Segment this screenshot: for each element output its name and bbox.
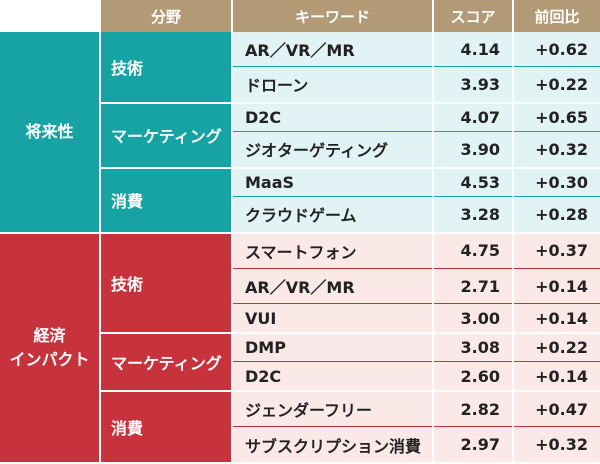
keyword-cell: DMP bbox=[231, 332, 433, 363]
header-cell: 前回比 bbox=[512, 0, 600, 32]
group-label: インパクト bbox=[9, 349, 90, 369]
data-row: マーケティング DMP 3.08 +0.22 bbox=[0, 332, 600, 392]
data-row: AR／VR／MR 2.71 +0.14 bbox=[0, 268, 600, 305]
data-row: VUI 3.00 +0.14 bbox=[0, 303, 600, 334]
keyword-cell: ジェンダーフリー bbox=[231, 390, 433, 428]
data-row: 消費 MaaS 4.53 +0.30 bbox=[0, 167, 600, 234]
keyword-cell: MaaS bbox=[231, 167, 433, 198]
change-cell: +0.22 bbox=[512, 66, 600, 104]
change-cell: +0.22 bbox=[512, 332, 600, 363]
change-cell: +0.14 bbox=[512, 303, 600, 334]
change-cell: +0.65 bbox=[512, 102, 600, 133]
data-row: D2C 2.60 +0.14 bbox=[0, 361, 600, 392]
change-cell: +0.14 bbox=[512, 268, 600, 305]
score-cell: 3.08 bbox=[432, 332, 513, 363]
header-blank bbox=[0, 0, 100, 32]
category-cell: マーケティング bbox=[99, 102, 232, 169]
data-row: 将来性 技術 AR／VR／MR 4.14 +0.62 bbox=[0, 32, 600, 234]
change-cell: +0.47 bbox=[512, 390, 600, 428]
category-cell: 技術 bbox=[99, 232, 232, 334]
data-row: 経済インパクト 技術 スマートフォン 4.75 +0.37 bbox=[0, 232, 600, 464]
score-cell: 3.28 bbox=[432, 196, 513, 234]
group-cell: 経済 インパクト bbox=[0, 232, 100, 464]
category-cell: 技術 bbox=[99, 32, 232, 104]
keyword-cell: D2C bbox=[231, 102, 433, 133]
keyword-cell: クラウドゲーム bbox=[231, 196, 433, 234]
keyword-cell: D2C bbox=[231, 361, 433, 392]
score-cell: 4.75 bbox=[432, 232, 513, 270]
data-row: マーケティング D2C 4.07 +0.65 bbox=[0, 102, 600, 169]
group-label: 将来性 bbox=[25, 121, 74, 141]
data-row: 消費 ジェンダーフリー 2.82 +0.47 bbox=[0, 390, 600, 464]
change-cell: +0.28 bbox=[512, 196, 600, 234]
data-row: サブスクリプション消費 2.97 +0.32 bbox=[0, 426, 600, 464]
header-cell: スコア bbox=[432, 0, 513, 32]
score-cell: 3.93 bbox=[432, 66, 513, 104]
change-cell: +0.32 bbox=[512, 131, 600, 169]
group-cell: 将来性 bbox=[0, 32, 100, 234]
score-cell: 3.00 bbox=[432, 303, 513, 334]
group-label: 経済 bbox=[33, 325, 66, 345]
change-cell: +0.30 bbox=[512, 167, 600, 198]
keyword-cell: AR／VR／MR bbox=[231, 32, 433, 68]
header-row: 分野 キーワード スコア 前回比 bbox=[0, 0, 600, 32]
keyword-cell: ジオターゲティング bbox=[231, 131, 433, 169]
keyword-cell: VUI bbox=[231, 303, 433, 334]
header-cell: 分野 bbox=[99, 0, 232, 32]
keyword-cell: AR／VR／MR bbox=[231, 268, 433, 305]
change-cell: +0.62 bbox=[512, 32, 600, 68]
score-cell: 2.82 bbox=[432, 390, 513, 428]
keyword-cell: ドローン bbox=[231, 66, 433, 104]
data-row: ジオターゲティング 3.90 +0.32 bbox=[0, 131, 600, 169]
keyword-cell: スマートフォン bbox=[231, 232, 433, 270]
score-cell: 4.53 bbox=[432, 167, 513, 198]
change-cell: +0.37 bbox=[512, 232, 600, 270]
score-cell: 2.60 bbox=[432, 361, 513, 392]
score-cell: 2.71 bbox=[432, 268, 513, 305]
data-row: クラウドゲーム 3.28 +0.28 bbox=[0, 196, 600, 234]
change-cell: +0.32 bbox=[512, 426, 600, 464]
category-cell: 消費 bbox=[99, 167, 232, 234]
keyword-cell: サブスクリプション消費 bbox=[231, 426, 433, 464]
header-cell: キーワード bbox=[231, 0, 433, 32]
category-cell: 消費 bbox=[99, 390, 232, 464]
category-cell: マーケティング bbox=[99, 332, 232, 392]
score-cell: 3.90 bbox=[432, 131, 513, 169]
data-row: ドローン 3.93 +0.22 bbox=[0, 66, 600, 104]
score-cell: 4.14 bbox=[432, 32, 513, 68]
table-body: 将来性 技術 AR／VR／MR 4.14 +0.62 ドローン 3.93 +0.22 マーケティ… bbox=[0, 32, 600, 464]
change-cell: +0.14 bbox=[512, 361, 600, 392]
score-cell: 2.97 bbox=[432, 426, 513, 464]
score-cell: 4.07 bbox=[432, 102, 513, 133]
